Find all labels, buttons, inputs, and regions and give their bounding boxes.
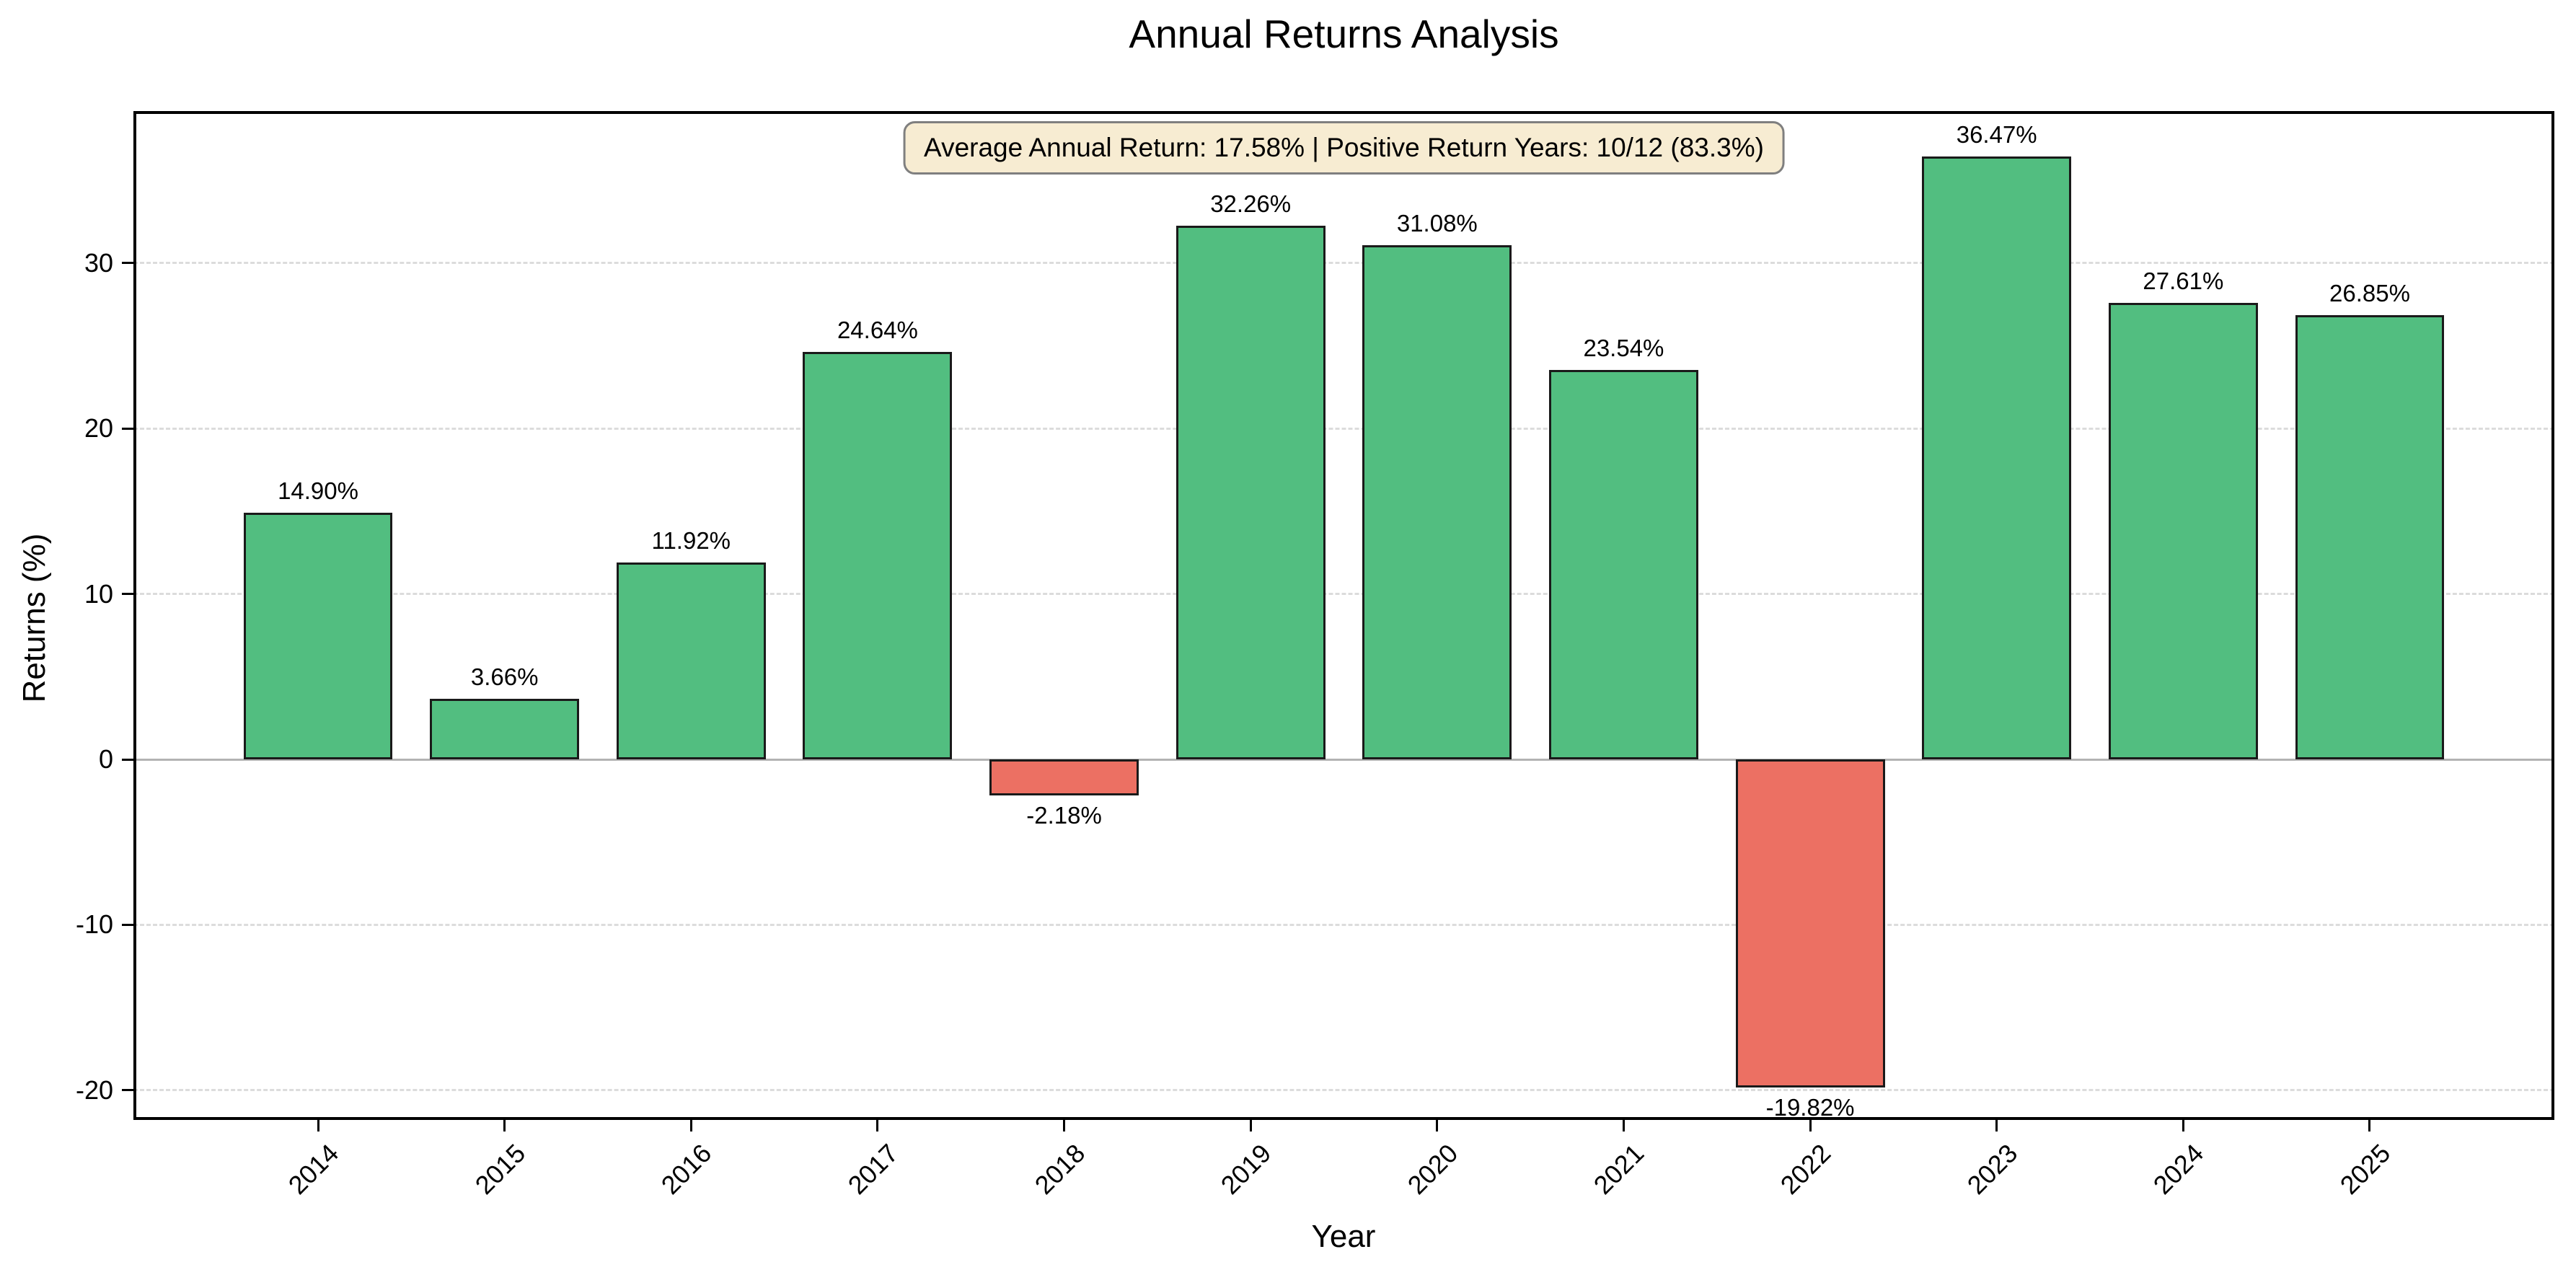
y-tick-mark--20 [122, 1089, 133, 1092]
y-axis-label: Returns (%) [17, 533, 52, 703]
x-tick-mark-2018 [1063, 1120, 1066, 1131]
x-tick-mark-2020 [1436, 1120, 1439, 1131]
x-tick-mark-2014 [317, 1120, 319, 1131]
bar-value-label-2023: 36.47% [1956, 120, 2037, 148]
bar-value-label-2021: 23.54% [1583, 335, 1664, 362]
gridline-y20 [133, 427, 2554, 430]
x-tick-label-2022: 2022 [1774, 1138, 1837, 1200]
bar-2022 [1735, 759, 1885, 1088]
y-tick-mark-0 [122, 758, 133, 761]
x-tick-mark-2021 [1622, 1120, 1625, 1131]
x-tick-mark-2023 [1995, 1120, 1998, 1131]
y-tick-label-30: 30 [84, 247, 113, 278]
zero-line [133, 758, 2554, 761]
bar-2021 [1548, 370, 1698, 760]
bar-2016 [616, 562, 766, 760]
bar-2014 [243, 513, 393, 760]
y-tick-mark-10 [122, 593, 133, 596]
x-tick-label-2025: 2025 [2334, 1138, 2396, 1200]
x-tick-mark-2019 [1249, 1120, 1252, 1131]
y-tick-label--10: -10 [75, 909, 113, 940]
summary-annotation: Average Annual Return: 17.58% | Positive… [903, 121, 1785, 175]
bar-value-label-2025: 26.85% [2329, 280, 2410, 307]
x-tick-label-2017: 2017 [842, 1138, 904, 1200]
bar-value-label-2014: 14.90% [278, 477, 358, 505]
x-axis-label: Year [1311, 1219, 1376, 1254]
x-tick-label-2024: 2024 [2147, 1138, 2210, 1200]
bar-value-label-2015: 3.66% [470, 663, 539, 691]
x-tick-label-2023: 2023 [1961, 1138, 2023, 1200]
x-tick-mark-2024 [2182, 1120, 2184, 1131]
bar-2023 [1922, 156, 2072, 760]
y-tick-label-20: 20 [84, 413, 113, 444]
gridline-y-10 [133, 923, 2554, 926]
y-tick-mark-30 [122, 262, 133, 265]
bar-value-label-2018: -2.18% [1026, 802, 1102, 829]
bar-2019 [1175, 226, 1326, 760]
x-tick-mark-2025 [2368, 1120, 2371, 1131]
x-tick-mark-2017 [876, 1120, 879, 1131]
bar-value-label-2024: 27.61% [2143, 267, 2224, 294]
x-tick-mark-2015 [503, 1120, 506, 1131]
bar-2015 [430, 699, 580, 760]
y-tick-mark-20 [122, 427, 133, 430]
y-tick-label-10: 10 [84, 578, 113, 609]
chart-title: Annual Returns Analysis [1129, 12, 1559, 56]
bar-value-label-2019: 32.26% [1210, 190, 1292, 218]
bar-value-label-2016: 11.92% [651, 526, 731, 554]
y-tick-mark--10 [122, 923, 133, 926]
bar-2018 [989, 759, 1139, 795]
bar-value-label-2017: 24.64% [837, 316, 918, 343]
bar-2020 [1362, 245, 1512, 760]
x-tick-mark-2022 [1809, 1120, 1812, 1131]
x-tick-label-2016: 2016 [655, 1138, 718, 1200]
x-tick-label-2021: 2021 [1588, 1138, 1650, 1200]
bar-2025 [2295, 315, 2445, 760]
bar-2017 [803, 351, 953, 760]
x-tick-label-2015: 2015 [469, 1138, 531, 1200]
x-tick-mark-2016 [689, 1120, 692, 1131]
x-tick-label-2018: 2018 [1028, 1138, 1090, 1200]
y-tick-label--20: -20 [75, 1075, 113, 1105]
bar-2024 [2108, 302, 2258, 760]
bar-value-label-2022: -19.82% [1765, 1093, 1855, 1121]
gridline-y-20 [133, 1089, 2554, 1092]
plot-area: 14.90% 3.66% 11.92% 24.64% -2.18% 32.26% 31.08… [133, 111, 2554, 1121]
x-tick-label-2014: 2014 [282, 1138, 345, 1200]
gridline-y10 [133, 593, 2554, 596]
y-tick-label-0: 0 [98, 744, 113, 775]
bar-value-label-2020: 31.08% [1396, 210, 1478, 237]
gridline-y30 [133, 262, 2554, 265]
